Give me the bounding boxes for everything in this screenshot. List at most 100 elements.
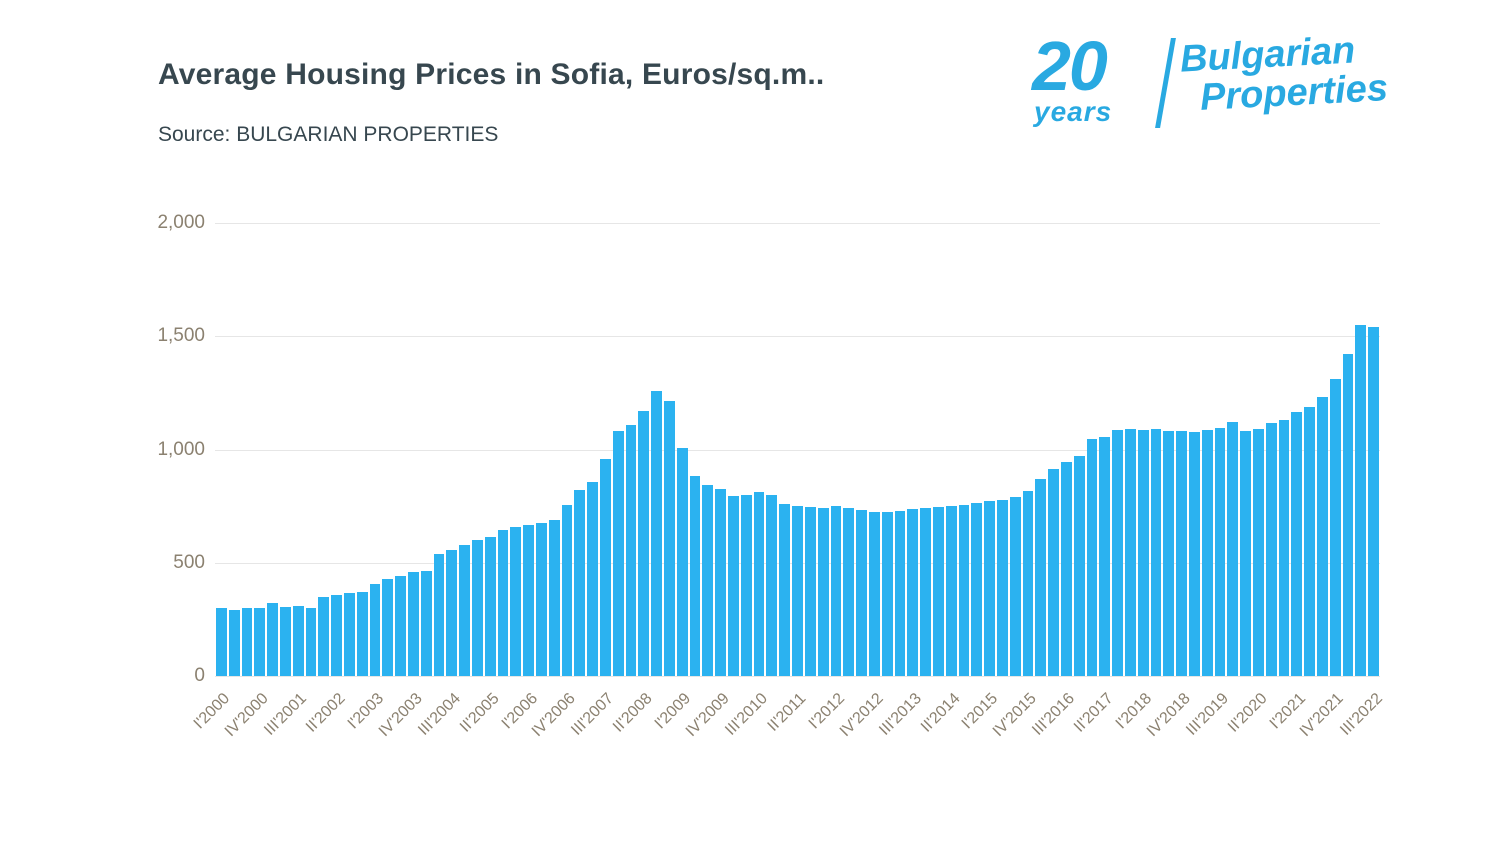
chart-bar	[369, 584, 381, 676]
chart-bar	[920, 508, 931, 676]
chart-bar	[625, 425, 637, 676]
logo-years-text: years	[1034, 96, 1113, 127]
chart-bar	[1368, 327, 1379, 676]
chart-bar	[638, 411, 650, 676]
x-tick-label: II'2017	[1071, 690, 1117, 736]
chart-bar	[280, 607, 291, 676]
y-tick-label: 1,000	[157, 439, 205, 460]
chart-bar	[817, 508, 829, 676]
chart-bar	[510, 527, 522, 676]
chart-bar	[651, 391, 663, 676]
y-axis-labels: 0 500 1,000 1,500 2,000	[60, 212, 205, 686]
chart-bar	[600, 459, 611, 676]
chart-bar	[753, 492, 765, 676]
chart-source: Source: BULGARIAN PROPERTIES	[158, 123, 499, 146]
chart-bar	[344, 593, 355, 676]
chart-bar	[587, 482, 599, 676]
chart-bar	[459, 545, 471, 676]
y-tick-label: 500	[173, 552, 205, 573]
chart-bar	[856, 510, 867, 676]
logo-20-text: 20	[1032, 27, 1108, 105]
chart-bar	[548, 520, 560, 676]
chart-bar	[1291, 412, 1303, 676]
chart-bar	[779, 504, 791, 676]
chart-bar	[254, 608, 266, 676]
chart-bar	[1176, 431, 1187, 676]
chart-bar	[1214, 428, 1226, 676]
chart-bar	[446, 550, 458, 676]
x-tick-label: II'2011	[764, 690, 810, 735]
x-tick-label: III'2022	[1336, 690, 1386, 739]
chart-bar	[894, 511, 906, 676]
chart-bar	[1342, 354, 1354, 676]
x-tick-label: II'2005	[456, 690, 503, 736]
chart-bar	[1137, 430, 1149, 676]
chart-bar	[497, 530, 509, 676]
chart-bar	[1252, 429, 1264, 676]
chart-bar	[561, 505, 573, 676]
chart-bar	[881, 512, 893, 676]
chart-bar	[1329, 379, 1341, 676]
chart-bar	[728, 496, 739, 676]
chart-bar	[984, 501, 995, 676]
x-tick-label: III'2010	[722, 690, 772, 739]
chart-bar	[1227, 422, 1239, 676]
chart-bar	[1009, 497, 1021, 676]
chart-bar	[1316, 397, 1328, 676]
chart-bar	[1278, 420, 1290, 676]
chart-bar	[1150, 429, 1162, 676]
chart-bar	[433, 554, 445, 676]
chart-bar	[1355, 325, 1367, 676]
chart-bar	[843, 508, 855, 676]
chart-bar	[267, 603, 278, 676]
gridline	[215, 450, 1380, 451]
chart-bar	[612, 431, 624, 676]
chart-bar	[1124, 429, 1136, 676]
chart-title: Average Housing Prices in Sofia, Euros/s…	[158, 58, 825, 91]
chart-bar	[1188, 432, 1200, 676]
x-tick-label: III'2007	[568, 690, 618, 739]
chart-bar	[804, 507, 816, 676]
chart-bar	[1265, 423, 1277, 676]
chart-bar	[420, 571, 432, 676]
chart-bar	[766, 495, 778, 676]
chart-bar	[523, 525, 535, 676]
chart-bar	[740, 495, 752, 676]
chart-bar	[1099, 437, 1111, 676]
chart-bar	[702, 485, 714, 676]
gridline	[215, 223, 1380, 224]
chart-bar	[830, 506, 842, 676]
chart-bar	[395, 576, 407, 676]
chart-bar	[1086, 439, 1098, 676]
chart-bar	[945, 506, 957, 676]
chart-bar	[1060, 462, 1072, 676]
chart-bar	[472, 540, 483, 676]
chart-bar	[1035, 479, 1047, 676]
chart-bar	[971, 503, 983, 676]
y-tick-label: 1,500	[157, 325, 205, 346]
chart-bar	[664, 401, 675, 676]
x-tick-label: III'2019	[1183, 690, 1233, 739]
chart-bar	[1304, 407, 1315, 676]
chart-bar	[1163, 431, 1175, 676]
chart-bar	[676, 448, 688, 676]
chart-bar	[241, 608, 253, 676]
chart-bar	[1201, 430, 1213, 676]
bulgarian-properties-logo: 20 years Bulgarian Properties	[1032, 27, 1389, 146]
chart-bar	[216, 608, 227, 676]
chart-bar	[689, 476, 701, 676]
plot-area	[215, 223, 1380, 677]
chart-bar	[382, 579, 394, 676]
x-tick-label: II'2014	[917, 690, 964, 736]
chart-bar	[292, 606, 304, 676]
chart-bar	[331, 595, 343, 676]
y-tick-label: 2,000	[157, 212, 205, 233]
chart-bar	[228, 610, 240, 676]
chart-bar	[356, 592, 368, 676]
chart-bar	[1022, 491, 1034, 676]
x-tick-label: III'2001	[261, 690, 311, 739]
logo-brand-word-properties: Properties	[1199, 67, 1389, 119]
y-tick-label: 0	[194, 665, 205, 686]
chart-bar	[536, 523, 547, 676]
